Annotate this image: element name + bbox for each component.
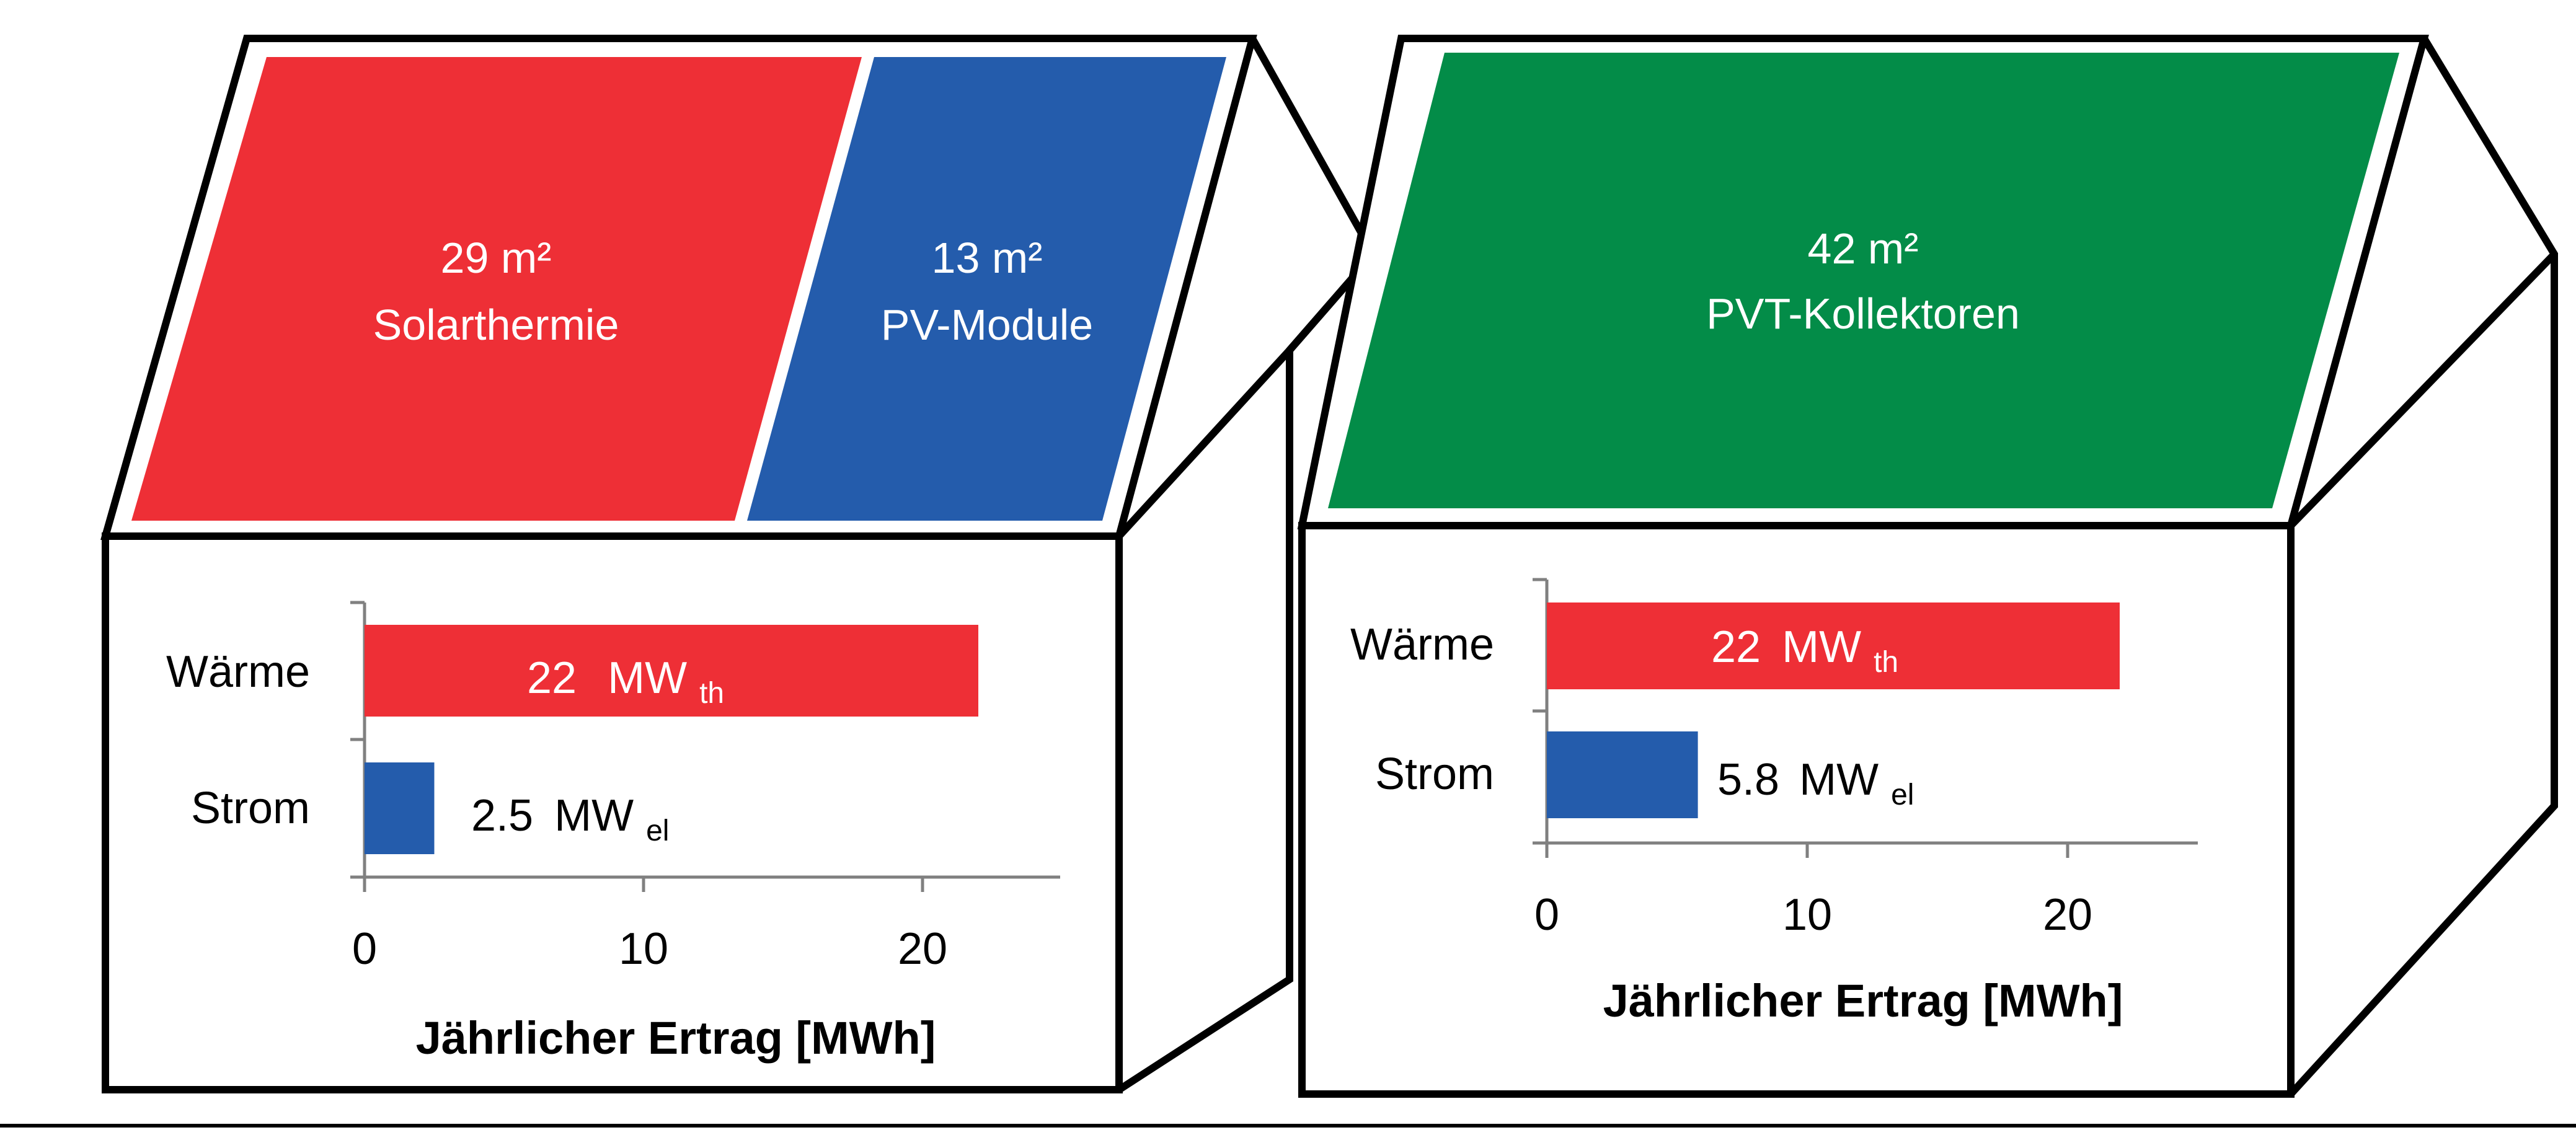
category-label: Strom (191, 783, 310, 833)
bar-value-subscript: th (1874, 646, 1898, 679)
bar-value-label: 2.5 MW el (471, 791, 669, 847)
chart-right: Wärme Strom 22 MW th 5.8 MW el 0 10 20 Jäh… (1350, 578, 2198, 1026)
house-left: 29 m² Solarthermie 13 m² PV-Module (100, 35, 1378, 1093)
bar-waerme (365, 625, 978, 717)
bar-value-unit: MW (608, 653, 687, 703)
x-tick-label: 0 (352, 924, 377, 974)
category-label: Wärme (166, 647, 310, 697)
bar-value-unit: MW (1799, 755, 1879, 805)
bar-strom (365, 762, 435, 854)
roof-panel-solarthermie (131, 57, 862, 521)
roof-type-label: PV-Module (881, 301, 1093, 349)
x-axis-title: Jährlicher Ertrag [MWh] (416, 1012, 936, 1064)
bar-value-label: 22 MW th (527, 653, 724, 710)
bar-value-label: 22 MW th (1711, 622, 1898, 679)
roof-panel-pv-module (747, 57, 1226, 521)
bar-value-unit: MW (1782, 622, 1861, 672)
house-left-side-edge (1117, 252, 1376, 1093)
x-tick-label: 0 (1534, 890, 1559, 940)
x-tick-label: 20 (2043, 890, 2092, 940)
roof-panel-pvt-kollektoren (1328, 53, 2399, 508)
roof-area-label: 13 m² (932, 234, 1043, 282)
roof-area-label: 42 m² (1808, 224, 1919, 273)
bar-value-label: 5.8 MW el (1717, 755, 1914, 811)
bar-value-number: 22 (1711, 622, 1761, 672)
house-right: 42 m² PVT-Kollektoren (1297, 35, 2558, 1098)
bar-waerme (1547, 603, 2120, 689)
bar-value-unit: MW (554, 791, 634, 841)
bar-value-subscript: el (646, 814, 669, 847)
x-ticks: 0 10 20 (352, 877, 947, 974)
bar-value-number: 22 (527, 653, 577, 703)
bar-value-subscript: th (699, 677, 724, 710)
x-tick-label: 10 (1782, 890, 1832, 940)
bar-value-subscript: el (1891, 779, 1914, 811)
roof-type-label: PVT-Kollektoren (1706, 289, 2020, 338)
category-label: Wärme (1350, 620, 1494, 669)
bar-value-number: 5.8 (1717, 755, 1779, 805)
x-tick-label: 20 (898, 924, 947, 974)
category-label: Strom (1375, 749, 1494, 799)
bar-strom (1547, 731, 1698, 818)
x-tick-label: 10 (619, 924, 668, 974)
roof-type-label: Solarthermie (373, 301, 619, 349)
x-axis-title: Jährlicher Ertrag [MWh] (1603, 975, 2123, 1026)
chart-left: Wärme Strom 22 MW th 2.5 MW el 0 10 20 Jäh… (166, 601, 1060, 1064)
roof-area-label: 29 m² (441, 234, 552, 282)
house-right-gable-edge (2288, 36, 2558, 1097)
x-ticks: 0 10 20 (1534, 843, 2092, 940)
house-right-ridge-join (2288, 251, 2557, 529)
bar-value-number: 2.5 (471, 791, 533, 841)
